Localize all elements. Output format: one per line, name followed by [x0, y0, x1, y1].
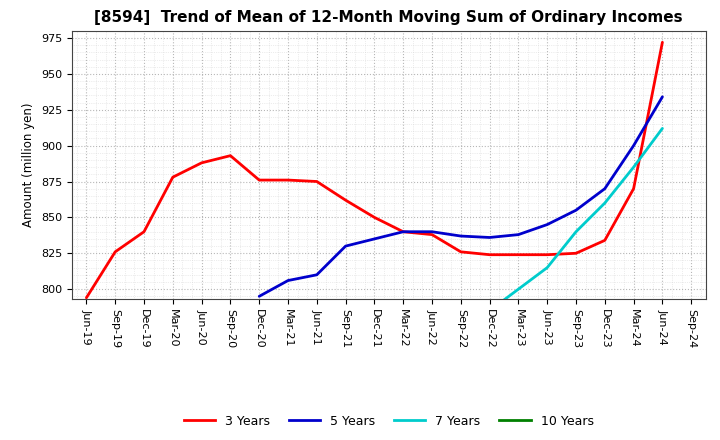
Y-axis label: Amount (million yen): Amount (million yen): [22, 103, 35, 227]
Legend: 3 Years, 5 Years, 7 Years, 10 Years: 3 Years, 5 Years, 7 Years, 10 Years: [179, 410, 598, 433]
Title: [8594]  Trend of Mean of 12-Month Moving Sum of Ordinary Incomes: [8594] Trend of Mean of 12-Month Moving …: [94, 11, 683, 26]
